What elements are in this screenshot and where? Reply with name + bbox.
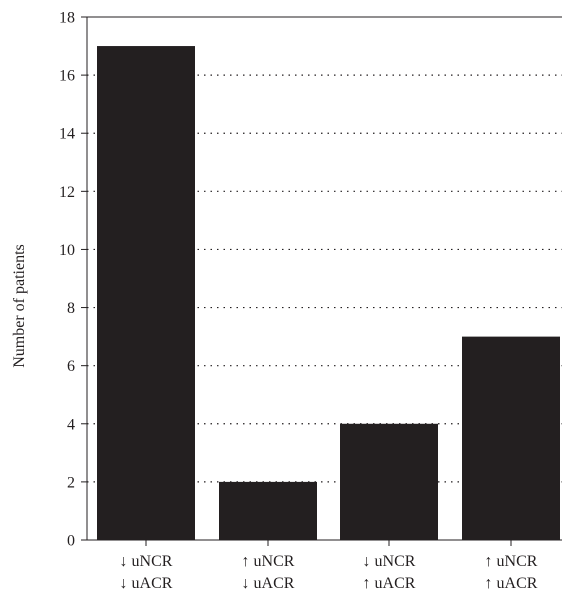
y-tick-label: 4 xyxy=(67,416,75,433)
y-tick-label: 10 xyxy=(59,242,75,259)
y-tick-label: 14 xyxy=(59,126,75,143)
y-axis: 0 2 4 6 8 10 12 14 16 18 xyxy=(59,10,87,550)
x-axis: ↓ uNCR ↓ uACR ↑ uNCR ↓ uACR ↓ uNCR ↑ uACR ↑ uN… xyxy=(120,540,538,592)
y-tick-label: 16 xyxy=(59,68,75,85)
y-tick-label: 18 xyxy=(59,10,75,27)
x-tick-label: ↑ uNCR xyxy=(485,553,538,570)
x-tick-label: ↓ uNCR xyxy=(363,553,416,570)
y-tick-label: 12 xyxy=(59,184,75,201)
bar xyxy=(340,423,438,540)
x-tick-label: ↓ uACR xyxy=(120,575,173,592)
x-tick-label: ↑ uACR xyxy=(485,575,538,592)
y-axis-label: Number of patients xyxy=(11,244,28,368)
bar xyxy=(219,481,317,540)
x-tick-label: ↑ uACR xyxy=(363,575,416,592)
y-tick-label: 6 xyxy=(67,358,75,375)
bar xyxy=(462,336,560,540)
bars xyxy=(97,46,560,541)
x-tick-label: ↓ uACR xyxy=(242,575,295,592)
bar xyxy=(97,46,195,541)
x-tick-label: ↓ uNCR xyxy=(120,553,173,570)
x-tick-label: ↑ uNCR xyxy=(242,553,295,570)
y-tick-label: 2 xyxy=(67,474,75,491)
y-tick-label: 8 xyxy=(67,300,75,317)
y-tick-label: 0 xyxy=(67,533,75,550)
plot-frame xyxy=(86,16,562,541)
